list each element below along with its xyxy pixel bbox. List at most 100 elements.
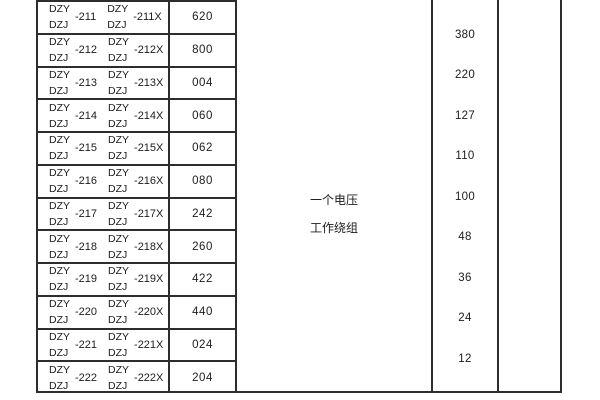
table-row: DZY DZJ -216 DZY DZJ -216X 080 [38,165,235,199]
empty-column [497,0,562,393]
model-prefix-bottom: DZJ [107,19,127,32]
model-cell: DZY DZJ -220 DZY DZJ -220X [38,296,170,328]
table-row: DZY DZJ -215 DZY DZJ -215X 062 [38,133,235,166]
model-x-variant: DZY DZJ -221X [108,332,163,359]
code-cell: 080 [192,175,213,188]
model-cell: DZY DZJ -217 DZY DZJ -217X [38,198,170,230]
model-prefix-stack: DZY DZJ [108,101,130,129]
model-prefix-bottom: DZJ [49,379,69,392]
model-number-x: -215X [134,142,164,155]
model-prefix-top: DZY [108,134,130,147]
model-prefix-stack: DZY DZJ [108,36,130,64]
voltage-column: 380 220 127 110 100 48 36 24 12 [431,0,497,393]
table-row: DZY DZJ -217 DZY DZJ -217X 242 [38,198,235,232]
model-prefix-top: DZY [107,3,129,16]
model-number-x: -217X [134,207,164,220]
voltage-value: 127 [454,109,476,122]
model-prefix-bottom: DZJ [108,183,128,196]
model-x-variant: DZY DZJ -222X [108,363,164,392]
model-prefix-bottom: DZJ [49,314,69,327]
model-base: DZY DZJ -220 [49,298,97,327]
model-number: -222 [75,371,98,384]
voltage-value: 380 [454,28,476,41]
model-prefix-stack: DZY DZJ [107,3,129,32]
model-prefix-bottom: DZJ [108,379,128,392]
model-prefix-bottom: DZJ [108,215,128,228]
model-prefix-top: DZY [49,330,70,343]
model-prefix-stack: DZY DZJ [49,4,70,31]
model-prefix-top: DZY [108,167,130,180]
voltage-value: 110 [455,150,475,162]
model-prefix-top: DZY [49,298,70,311]
model-prefix-top: DZY [49,265,70,278]
code-cell: 260 [192,240,213,253]
code-cell: 440 [192,306,213,319]
model-prefix-top: DZY [49,134,70,147]
model-prefix-bottom: DZJ [108,150,128,163]
model-number: -221 [75,338,98,351]
table-row: DZY DZJ -220 DZY DZJ -220X 440 [38,296,235,330]
model-cell: DZY DZJ -218 DZY DZJ -218X [38,231,170,262]
winding-description-line2: 工作绕组 [309,221,358,235]
model-prefix-bottom: DZJ [108,248,128,261]
model-prefix-top: DZY [108,68,130,81]
model-x-variant: DZY DZJ -212X [108,36,164,64]
model-prefix-top: DZY [108,101,130,114]
model-cell: DZY DZJ -216 DZY DZJ -216X [38,165,170,197]
model-number: -219 [75,273,98,286]
model-cell: DZY DZJ -214 DZY DZJ -214X [38,100,170,131]
code-cell: 242 [192,207,213,220]
table-row: DZY DZJ -221 DZY DZJ -221X 024 [38,329,235,363]
table-row: DZY DZJ -211 DZY DZJ -211X 620 [38,2,235,35]
table-row: DZY DZJ -214 DZY DZJ -214X 060 [38,100,235,133]
model-x-variant: DZY DZJ -214X [108,101,163,129]
voltage-value: 100 [454,190,476,203]
model-base: DZY DZJ -221 [49,330,98,359]
model-number: -211 [75,11,97,24]
code-cell: 620 [192,11,213,24]
model-prefix-top: DZY [108,36,130,49]
model-prefix-top: DZY [108,232,130,245]
model-number-x: -212X [134,44,164,57]
code-cell: 062 [192,142,213,155]
code-cell: 004 [192,76,213,89]
model-number-x: -211X [133,11,162,24]
code-cell: 024 [192,338,213,351]
model-prefix-stack: DZY DZJ [108,167,130,196]
model-number-x: -222X [134,371,164,384]
model-prefix-stack: DZY DZJ [49,167,70,195]
model-number: -216 [75,175,98,188]
model-prefix-bottom: DZJ [108,281,128,294]
voltage-value: 24 [458,312,472,324]
model-prefix-top: DZY [49,101,70,114]
model-number-x: -220X [134,306,164,319]
model-base: DZY DZJ -217 [49,201,97,228]
model-prefix-top: DZY [108,298,130,311]
model-prefix-bottom: DZJ [49,84,69,97]
table-row: DZY DZJ -218 DZY DZJ -218X 260 [38,231,235,264]
model-prefix-top: DZY [108,265,130,278]
model-number: -214 [75,109,98,122]
model-prefix-top: DZY [49,232,70,245]
model-prefix-stack: DZY DZJ [49,330,70,359]
model-cell: DZY DZJ -213 DZY DZJ -213X [38,67,170,99]
model-x-variant: DZY DZJ -219X [108,265,164,294]
model-cell: DZY DZJ -212 DZY DZJ -212X [38,34,170,66]
model-number-x: -219X [134,273,164,286]
model-base: DZY DZJ -215 [49,134,97,162]
model-x-variant: DZY DZJ -218X [108,232,164,261]
model-prefix-bottom: DZJ [108,346,128,359]
table-row: DZY DZJ -213 DZY DZJ -213X 004 [38,67,235,101]
model-prefix-stack: DZY DZJ [49,101,70,129]
voltage-value: 36 [458,271,472,284]
model-prefix-top: DZY [108,363,130,376]
model-prefix-top: DZY [49,167,70,180]
model-cell: DZY DZJ -219 DZY DZJ -219X [38,264,170,295]
code-cell: 422 [192,273,213,286]
model-base: DZY DZJ -212 [49,37,97,64]
model-number-x: -218X [134,240,164,253]
winding-description-line1: 一个电压 [309,193,358,207]
model-base: DZY DZJ -216 [49,167,98,195]
model-base: DZY DZJ -222 [49,364,98,392]
